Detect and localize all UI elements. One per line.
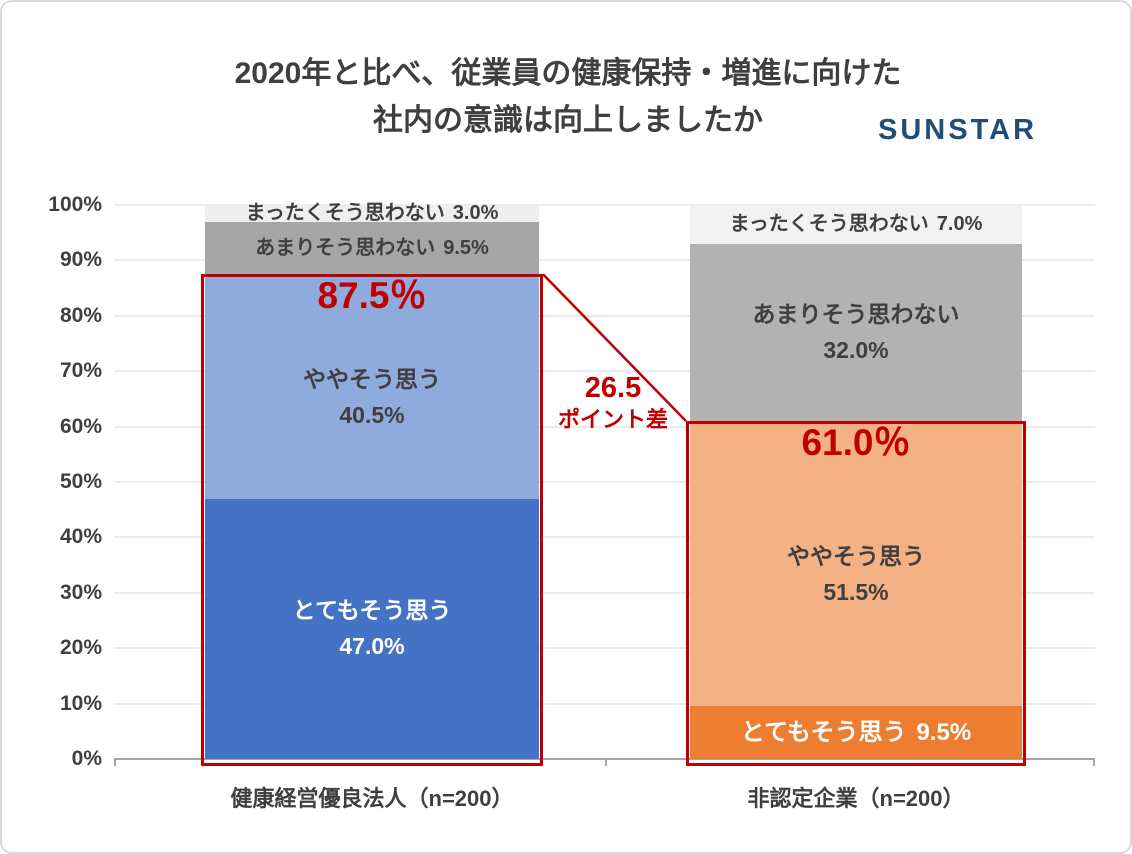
highlight-total-label-noncertified: 61.0％ <box>801 422 911 464</box>
segment-mattaku-certified: まったくそう思わない 3.0% <box>205 203 539 223</box>
gridline <box>114 703 1095 705</box>
x-axis-tick <box>1093 759 1095 766</box>
segment-value: 9.5% <box>916 718 972 746</box>
y-axis: 100% 90% 80% 70% 60% 50% 40% 30% 20% 10%… <box>2 193 102 770</box>
segment-value: 32.0% <box>823 336 889 363</box>
segment-value: 7.0% <box>936 213 983 236</box>
y-tick-label: 40% <box>59 525 102 549</box>
segment-label: とてもそう思う <box>292 597 452 624</box>
segment-label-group: ややそう思う 51.5% <box>787 461 925 688</box>
y-tick-label: 60% <box>59 414 102 438</box>
gridline <box>114 204 1095 206</box>
segment-yaya-certified: 87.5％ ややそう思う 40.5% <box>205 274 539 499</box>
segment-label-group: まったくそう思わない 7.0% <box>730 214 983 234</box>
segment-label: まったくそう思わない <box>245 202 445 225</box>
y-tick-label: 20% <box>59 636 102 660</box>
segment-label: とてもそう思う <box>740 718 907 746</box>
gridline <box>114 481 1095 483</box>
segment-label: あまりそう思わない <box>752 300 960 327</box>
y-tick-label: 70% <box>59 359 102 383</box>
difference-label: 26.5 ポイント差 <box>542 371 684 434</box>
segment-amari-noncertified: あまりそう思わない 32.0% <box>690 243 1022 422</box>
segment-label-group: まったくそう思わない 3.0% <box>246 203 499 223</box>
difference-suffix: ポイント差 <box>557 406 668 432</box>
segment-label-group: あまりそう思わない 32.0% <box>752 300 960 363</box>
highlight-total-label-certified: 87.5％ <box>317 275 427 317</box>
y-tick-label: 0% <box>71 747 102 770</box>
stacked-bar-noncertified: まったくそう思わない 7.0% あまりそう思わない 32.0% 61.0％ やや… <box>690 205 1022 759</box>
segment-value: 3.0% <box>452 202 499 225</box>
segment-value: 47.0% <box>339 633 405 660</box>
segment-label: まったくそう思わない <box>729 213 929 236</box>
difference-value: 26.5 <box>584 372 642 404</box>
x-axis-tick <box>604 759 607 766</box>
gridline <box>114 426 1095 428</box>
segment-label: ややそう思う <box>303 365 441 392</box>
category-label-certified: 健康経営優良法人（n=200） <box>230 786 514 811</box>
chart-title-line-1: 2020年と比べ、従業員の健康保持・増進に向けた <box>234 57 902 90</box>
category-label-noncertified: 非認定企業（n=200） <box>747 786 965 811</box>
chart-title: 2020年と比べ、従業員の健康保持・増進に向けた 社内の意識は向上しましたか <box>2 50 1130 144</box>
segment-mattaku-noncertified: まったくそう思わない 7.0% <box>690 205 1022 244</box>
segment-label: ややそう思う <box>787 543 925 570</box>
stacked-bar-certified: まったくそう思わない 3.0% あまりそう思わない 9.5% 87.5％ ややそ… <box>205 203 539 759</box>
segment-amari-certified: あまりそう思わない 9.5% <box>205 221 539 275</box>
segment-label-group: ややそう思う 40.5% <box>303 314 441 480</box>
segment-yaya-noncertified: 61.0％ ややそう思う 51.5% <box>690 421 1022 707</box>
y-tick-label: 90% <box>59 248 102 272</box>
plot-area: まったくそう思わない 3.0% あまりそう思わない 9.5% 87.5％ ややそ… <box>114 203 1095 766</box>
y-tick-label: 50% <box>59 470 102 493</box>
y-tick-label: 100% <box>48 193 102 216</box>
sunstar-logo: SUNSTAR <box>878 114 1038 146</box>
chart-title-line-2: 社内の意識は向上しましたか <box>373 104 763 137</box>
y-tick-label: 80% <box>59 303 102 327</box>
x-axis-tick <box>114 759 116 766</box>
gridline <box>114 647 1095 649</box>
segment-label-group: あまりそう思わない 9.5% <box>255 238 489 258</box>
segment-label-group: とてもそう思う 9.5% <box>740 718 972 746</box>
segment-totemo-noncertified: とてもそう思う 9.5% <box>690 706 1022 759</box>
gridline <box>114 592 1095 594</box>
segment-label-group: とてもそう思う 47.0% <box>293 599 452 658</box>
gridline <box>114 259 1095 261</box>
gridline <box>114 536 1095 538</box>
segment-totemo-certified: とてもそう思う 47.0% <box>205 498 539 759</box>
segment-label: あまりそう思わない <box>255 236 436 259</box>
y-tick-label: 30% <box>59 580 102 604</box>
segment-value: 40.5% <box>339 401 405 428</box>
y-tick-label: 10% <box>59 691 102 715</box>
segment-value: 9.5% <box>443 236 489 259</box>
segment-value: 51.5% <box>823 579 889 606</box>
